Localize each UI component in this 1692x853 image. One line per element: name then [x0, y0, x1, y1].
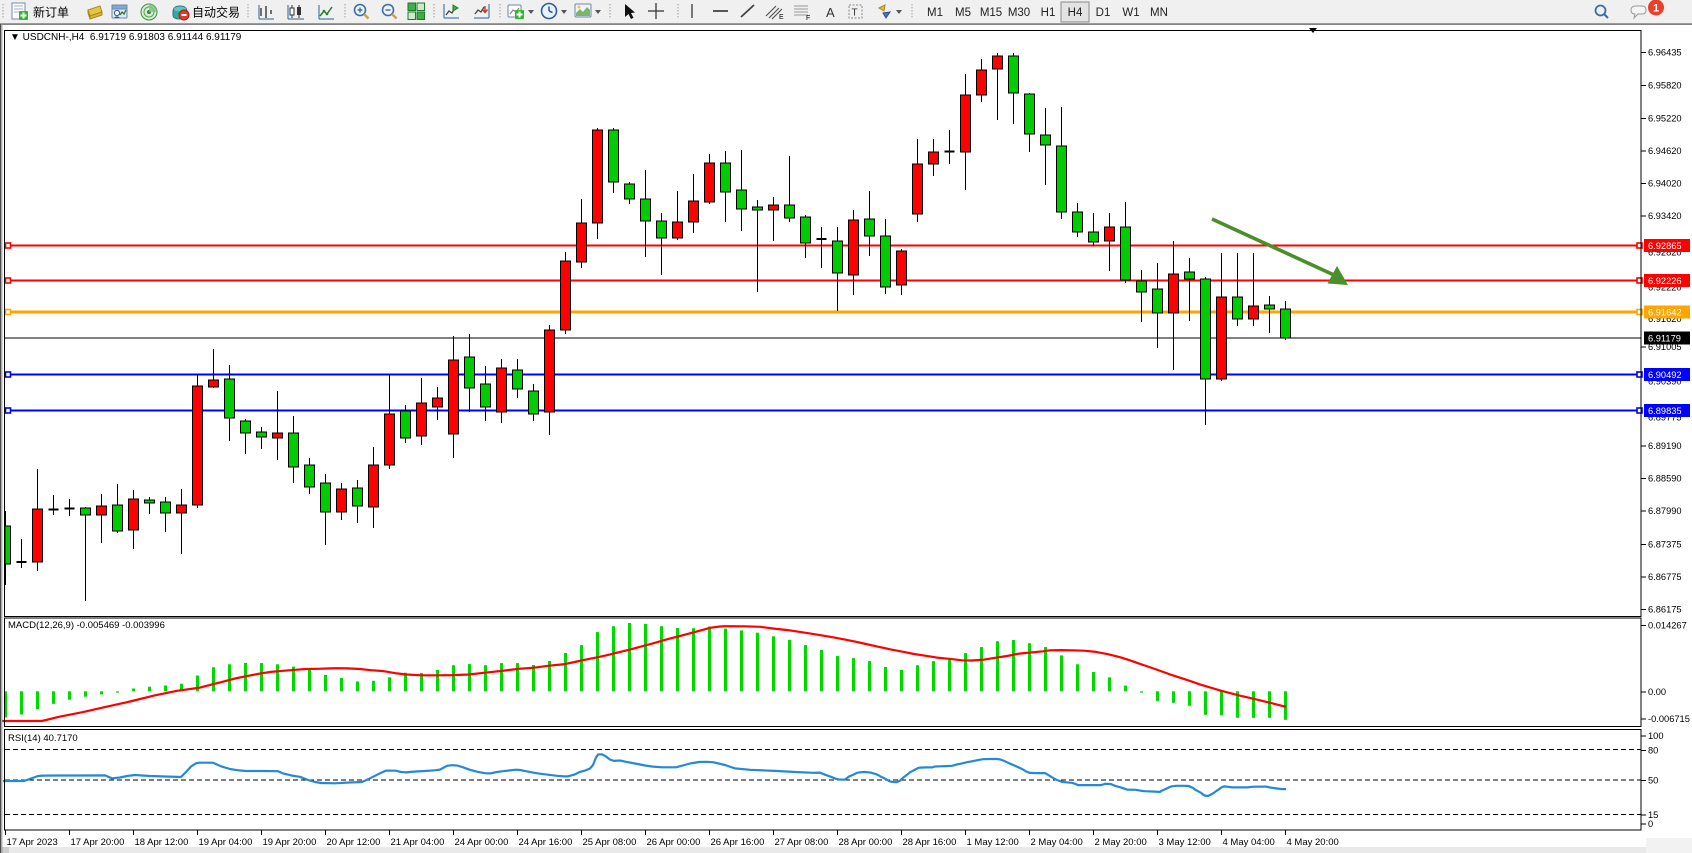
svg-text:MN: MN — [1150, 7, 1168, 19]
svg-text:2 May 20:00: 2 May 20:00 — [1095, 837, 1147, 848]
svg-text:6.90390: 6.90390 — [1648, 377, 1682, 387]
svg-text:F: F — [806, 15, 810, 22]
svg-text:2 May 04:00: 2 May 04:00 — [1031, 837, 1083, 848]
svg-text:6.87375: 6.87375 — [1648, 540, 1682, 550]
svg-text:6.91179: 6.91179 — [1648, 334, 1681, 344]
svg-text:6.92220: 6.92220 — [1648, 283, 1682, 293]
svg-text:H4: H4 — [1068, 7, 1083, 19]
svg-text:6.95820: 6.95820 — [1648, 81, 1682, 91]
svg-text:24 Apr 16:00: 24 Apr 16:00 — [519, 837, 573, 848]
svg-text:25 Apr 08:00: 25 Apr 08:00 — [583, 837, 637, 848]
svg-text:E: E — [779, 14, 784, 21]
svg-text:4 May 04:00: 4 May 04:00 — [1223, 837, 1275, 848]
svg-text:新订单: 新订单 — [33, 5, 69, 20]
svg-text:6.95220: 6.95220 — [1648, 114, 1682, 124]
svg-text:0.00: 0.00 — [1648, 687, 1666, 697]
svg-text:M15: M15 — [980, 7, 1002, 19]
svg-text:6.91005: 6.91005 — [1648, 342, 1682, 352]
svg-text:M5: M5 — [955, 7, 971, 19]
svg-text:6.96435: 6.96435 — [1648, 48, 1682, 58]
svg-text:6.89835: 6.89835 — [1648, 406, 1682, 416]
svg-text:6.90492: 6.90492 — [1648, 370, 1682, 380]
svg-text:6.92820: 6.92820 — [1648, 248, 1682, 258]
svg-text:6.92226: 6.92226 — [1648, 276, 1682, 286]
svg-text:28 Apr 00:00: 28 Apr 00:00 — [839, 837, 893, 848]
svg-text:100: 100 — [1648, 731, 1664, 741]
svg-text:27 Apr 08:00: 27 Apr 08:00 — [775, 837, 829, 848]
svg-text:17 Apr 2023: 17 Apr 2023 — [7, 837, 58, 848]
svg-text:28 Apr 16:00: 28 Apr 16:00 — [903, 837, 957, 848]
svg-text:21 Apr 04:00: 21 Apr 04:00 — [391, 837, 445, 848]
svg-text:6.92865: 6.92865 — [1648, 241, 1682, 251]
svg-text:RSI(14) 40.7170: RSI(14) 40.7170 — [8, 733, 78, 744]
svg-text:6.87990: 6.87990 — [1648, 506, 1682, 516]
svg-text:自动交易: 自动交易 — [192, 5, 240, 20]
svg-text:26 Apr 16:00: 26 Apr 16:00 — [711, 837, 765, 848]
svg-text:17 Apr 20:00: 17 Apr 20:00 — [71, 837, 125, 848]
svg-text:6.94020: 6.94020 — [1648, 179, 1682, 189]
svg-text:6.88590: 6.88590 — [1648, 474, 1682, 484]
svg-text:0.014267: 0.014267 — [1648, 621, 1687, 631]
svg-text:M1: M1 — [927, 7, 943, 19]
svg-text:19 Apr 04:00: 19 Apr 04:00 — [199, 837, 253, 848]
svg-text:M30: M30 — [1008, 7, 1030, 19]
svg-text:24 Apr 00:00: 24 Apr 00:00 — [455, 837, 509, 848]
svg-text:6.94620: 6.94620 — [1648, 146, 1682, 156]
svg-text:26 Apr 00:00: 26 Apr 00:00 — [647, 837, 701, 848]
svg-text:T: T — [852, 8, 858, 19]
svg-text:▼ USDCNH-,H4 6.91719 6.91803: ▼ USDCNH-,H4 6.91719 6.91803 6.91144 6.9… — [10, 32, 242, 43]
svg-text:A: A — [826, 5, 835, 20]
svg-text:6.91620: 6.91620 — [1648, 314, 1682, 324]
svg-text:4 May 20:00: 4 May 20:00 — [1287, 837, 1339, 848]
svg-text:80: 80 — [1648, 745, 1658, 755]
svg-text:0: 0 — [1648, 819, 1653, 829]
svg-text:6.86775: 6.86775 — [1648, 572, 1682, 582]
svg-text:3 May 12:00: 3 May 12:00 — [1159, 837, 1211, 848]
svg-text:1 May 12:00: 1 May 12:00 — [967, 837, 1019, 848]
svg-text:6.89775: 6.89775 — [1648, 413, 1682, 423]
svg-text:W1: W1 — [1122, 7, 1139, 19]
svg-text:19 Apr 20:00: 19 Apr 20:00 — [263, 837, 317, 848]
svg-text:H1: H1 — [1041, 7, 1056, 19]
svg-text:-0.006715: -0.006715 — [1648, 714, 1690, 724]
svg-text:15: 15 — [1648, 810, 1658, 820]
svg-text:50: 50 — [1648, 775, 1658, 785]
svg-text:MACD(12,26,9) -0.005469 -0.003: MACD(12,26,9) -0.005469 -0.003996 — [8, 620, 165, 631]
svg-text:6.86175: 6.86175 — [1648, 605, 1682, 615]
svg-text:20 Apr 12:00: 20 Apr 12:00 — [327, 837, 381, 848]
svg-text:6.89190: 6.89190 — [1648, 441, 1682, 451]
svg-text:D1: D1 — [1096, 7, 1111, 19]
svg-text:6.91642: 6.91642 — [1648, 308, 1682, 318]
svg-text:1: 1 — [1653, 3, 1659, 15]
svg-text:6.93420: 6.93420 — [1648, 211, 1682, 221]
svg-text:18 Apr 12:00: 18 Apr 12:00 — [135, 837, 189, 848]
